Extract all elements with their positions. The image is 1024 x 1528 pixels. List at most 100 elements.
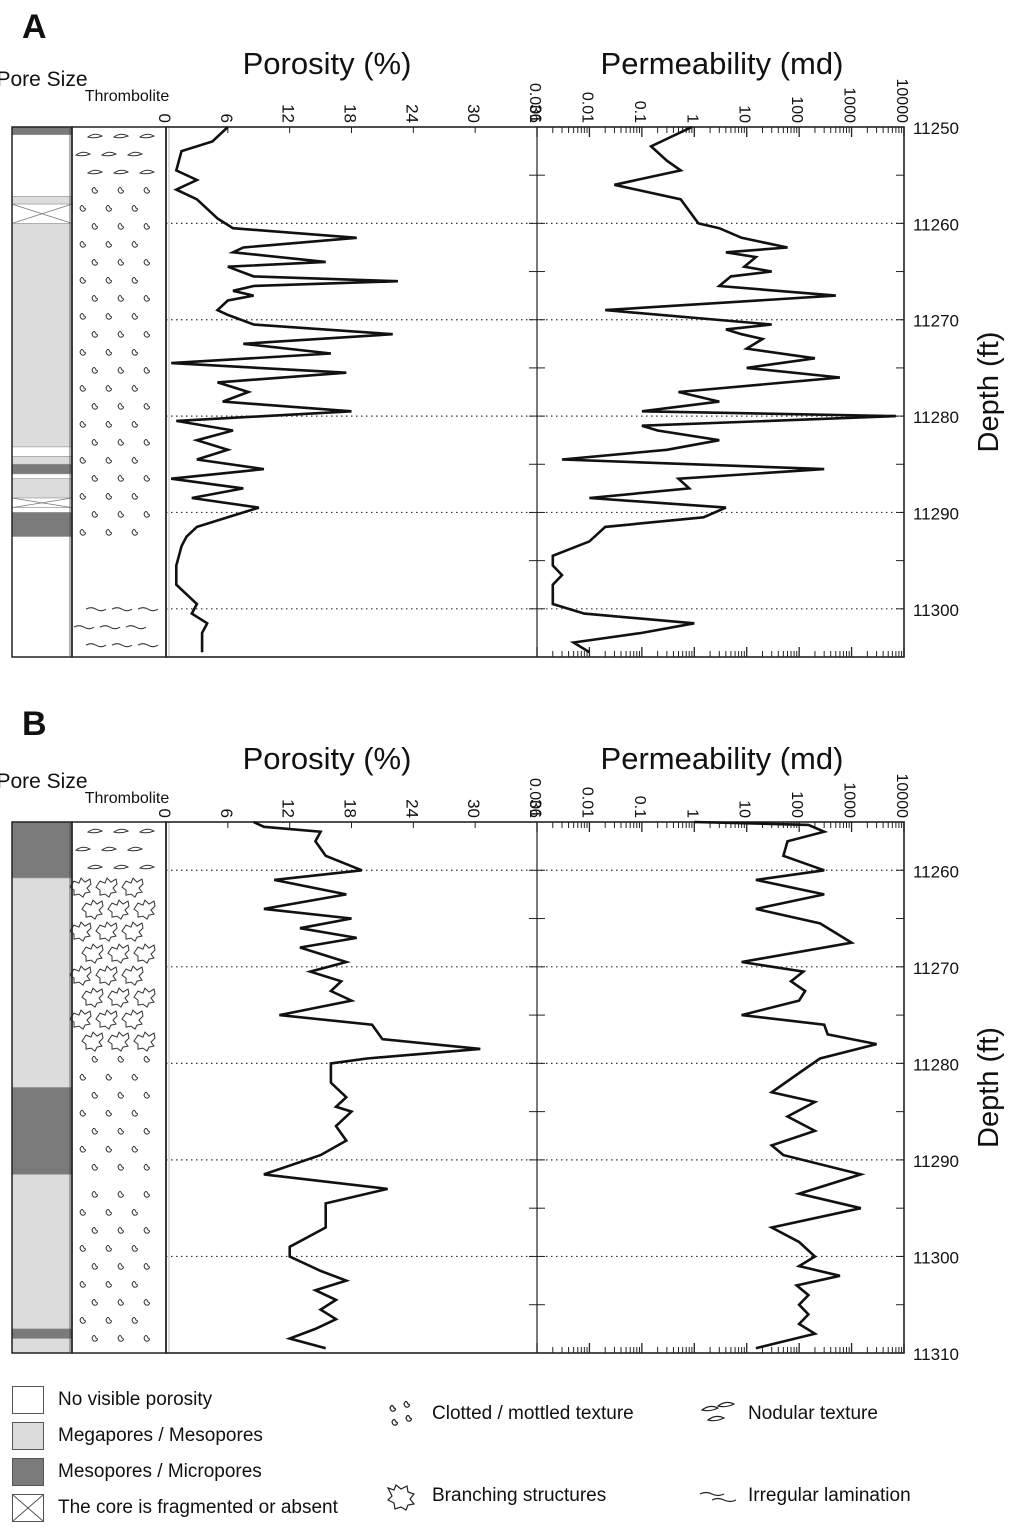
clotted-texture-icon bbox=[131, 277, 138, 284]
porosity-tick-label: 0 bbox=[155, 114, 174, 123]
pore-band-mega bbox=[11, 223, 73, 448]
clotted-texture-icon bbox=[91, 1227, 98, 1234]
clotted-texture-icon bbox=[79, 1073, 86, 1081]
legend-no-porosity: No visible porosity bbox=[12, 1386, 212, 1414]
clotted-texture-icon bbox=[91, 1263, 98, 1270]
clotted-texture-icon bbox=[105, 385, 112, 392]
clotted-texture-icon bbox=[117, 475, 124, 482]
clotted-texture-icon bbox=[91, 1335, 98, 1342]
clotted-texture-icon bbox=[143, 295, 150, 302]
clotted-texture-icon bbox=[117, 331, 124, 338]
clotted-texture-icon bbox=[131, 457, 138, 464]
clotted-texture-icon bbox=[389, 1400, 413, 1426]
porosity-tick-label: 12 bbox=[279, 104, 298, 123]
clotted-texture-icon bbox=[117, 295, 124, 302]
clotted-texture-icon bbox=[117, 187, 124, 194]
plot-frame bbox=[165, 821, 905, 1354]
clotted-texture-icon bbox=[91, 511, 98, 518]
branching-structures-icon bbox=[95, 921, 118, 942]
branching-structures-icon bbox=[386, 1484, 416, 1511]
clotted-texture-icon bbox=[143, 1055, 150, 1063]
permeability-series-line bbox=[694, 820, 877, 1350]
panel-letter: B bbox=[22, 705, 47, 743]
clotted-texture-icon bbox=[131, 1245, 138, 1252]
clotted-texture-icon bbox=[105, 1245, 112, 1252]
nodular-texture-icon bbox=[112, 828, 130, 834]
porosity-title: Porosity (%) bbox=[243, 741, 412, 776]
pore-band-none bbox=[11, 134, 73, 197]
depth-axis-label: Depth (ft) bbox=[973, 332, 1005, 453]
nodular-texture-icon bbox=[112, 169, 130, 175]
clotted-texture-icon bbox=[143, 223, 150, 230]
branching-structures-icon bbox=[69, 965, 92, 986]
branching-structures-icon bbox=[133, 1031, 156, 1052]
clotted-texture-icon bbox=[117, 1299, 124, 1306]
irregular-lamination-icon bbox=[99, 625, 121, 630]
clotted-texture-icon bbox=[91, 475, 98, 482]
nodular-texture-icon bbox=[138, 169, 156, 175]
clotted-texture-icon bbox=[117, 1191, 124, 1198]
fragment-cross-line bbox=[11, 203, 73, 224]
pore-band-meso bbox=[11, 126, 73, 136]
clotted-texture-icon bbox=[143, 511, 150, 518]
legend-clotted: Clotted / mottled texture bbox=[382, 1398, 634, 1430]
pore-band-meso bbox=[11, 1328, 73, 1339]
depth-tick-label: 11280 bbox=[913, 408, 959, 427]
porosity-tick-label: 24 bbox=[402, 799, 421, 818]
porosity-tick-label: 18 bbox=[341, 104, 360, 123]
permeability-tick-label: 1 bbox=[683, 114, 700, 123]
branching-structures-icon bbox=[69, 1009, 92, 1030]
clotted-texture-icon bbox=[143, 1227, 150, 1234]
depth-tick-label: 11290 bbox=[913, 1152, 959, 1171]
branching-structures-icon bbox=[95, 965, 118, 986]
depth-tick-label: 11250 bbox=[913, 119, 959, 138]
clotted-texture-icon bbox=[105, 205, 112, 212]
porosity-series-line bbox=[253, 820, 481, 1350]
clotted-texture-icon bbox=[143, 1127, 150, 1135]
permeability-tick-label: 1 bbox=[683, 809, 700, 818]
irregular-lamination-icon bbox=[73, 625, 95, 630]
clotted-texture-icon bbox=[79, 241, 86, 248]
porosity-tick-label: 24 bbox=[402, 104, 421, 123]
porosity-tick-label: 36 bbox=[526, 799, 545, 818]
clotted-texture-icon bbox=[117, 439, 124, 446]
clotted-texture-icon bbox=[105, 1109, 112, 1117]
clotted-texture-icon bbox=[117, 1335, 124, 1342]
porosity-tick-label: 0 bbox=[155, 809, 174, 818]
permeability-tick-label: 100 bbox=[788, 791, 805, 818]
clotted-texture-icon bbox=[79, 205, 86, 212]
clotted-texture-icon bbox=[143, 1335, 150, 1342]
fragment-cross-line bbox=[11, 497, 73, 509]
irregular-lamination-icon bbox=[111, 643, 133, 648]
clotted-texture-icon bbox=[79, 1209, 86, 1216]
branching-structures-icon bbox=[107, 1031, 130, 1052]
clotted-texture-icon bbox=[91, 1191, 98, 1198]
clotted-texture-icon bbox=[143, 1263, 150, 1270]
pore-band-meso bbox=[11, 463, 73, 475]
clotted-texture-icon bbox=[131, 1317, 138, 1324]
depth-tick-label: 11300 bbox=[913, 1248, 959, 1267]
permeability-tick-label: 1000 bbox=[841, 87, 858, 123]
clotted-texture-icon bbox=[79, 277, 86, 284]
clotted-texture-icon bbox=[131, 1145, 138, 1153]
clotted-texture-icon bbox=[131, 313, 138, 320]
irregular-lamination-icon bbox=[111, 607, 133, 612]
clotted-texture-icon bbox=[79, 493, 86, 500]
clotted-texture-icon bbox=[79, 349, 86, 356]
thrombolite-label: Thrombolite bbox=[85, 88, 170, 105]
clotted-texture-icon bbox=[105, 349, 112, 356]
clotted-texture-icon bbox=[117, 1091, 124, 1099]
depth-tick-label: 11290 bbox=[913, 504, 959, 523]
legend-no-porosity-label: No visible porosity bbox=[58, 1389, 213, 1410]
branching-structures-icon bbox=[121, 1009, 144, 1030]
depth-tick-label: 11270 bbox=[913, 312, 959, 331]
swatch-megapores bbox=[12, 1422, 44, 1450]
clotted-texture-icon bbox=[131, 1109, 138, 1117]
clotted-texture-icon bbox=[105, 421, 112, 428]
clotted-texture-icon bbox=[117, 1163, 124, 1171]
legend-clotted-label: Clotted / mottled texture bbox=[432, 1403, 634, 1424]
permeability-title: Permeability (md) bbox=[601, 741, 844, 776]
clotted-texture-icon bbox=[91, 259, 98, 266]
pore-band-none bbox=[11, 536, 73, 658]
clotted-texture-icon bbox=[105, 493, 112, 500]
